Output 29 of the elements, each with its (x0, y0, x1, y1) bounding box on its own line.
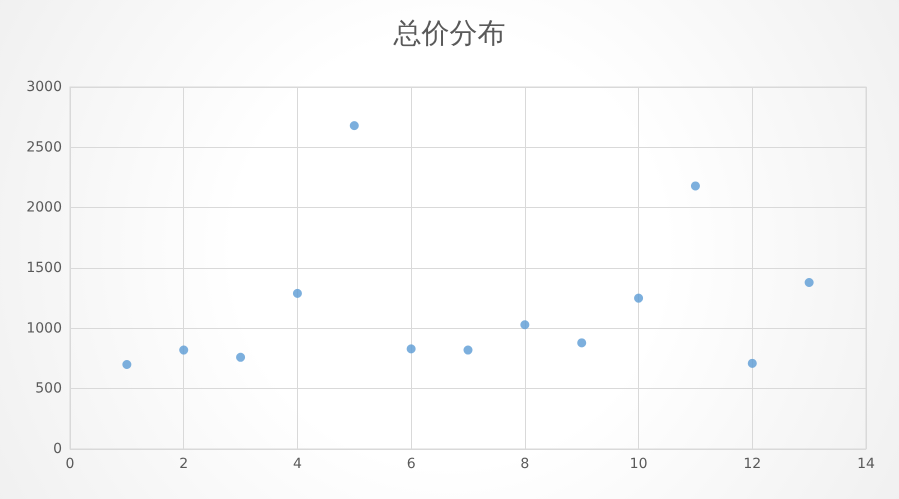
point (464, 346, 472, 355)
point (634, 294, 644, 303)
point (690, 181, 700, 190)
x-tick-label: 14 (857, 456, 875, 472)
point (406, 344, 416, 354)
x-tick-label: 2 (179, 456, 188, 472)
y-tick-label: 1500 (26, 260, 62, 276)
point (292, 288, 302, 298)
point (122, 360, 132, 370)
y-tick-label: 3000 (26, 79, 62, 95)
x-tick-label: 10 (630, 456, 648, 472)
point (236, 352, 246, 362)
point (804, 278, 814, 287)
x-tick-label: 8 (520, 456, 530, 472)
x-tick-label: 0 (66, 456, 74, 472)
point (748, 358, 757, 368)
point (577, 338, 586, 348)
point (520, 320, 530, 330)
point (350, 121, 359, 130)
y-tick-label: 0 (53, 441, 62, 457)
x-tick-label: 12 (743, 456, 762, 472)
y-tick-label: 2000 (26, 200, 62, 216)
x-tick-label: 4 (292, 456, 302, 472)
y-tick-label: 2500 (26, 139, 62, 156)
point (179, 346, 188, 355)
y-tick-label: 1000 (26, 320, 62, 336)
chart-title: 总价分布 (392, 16, 506, 50)
x-tick-label: 6 (406, 456, 416, 472)
y-tick-label: 500 (35, 380, 62, 397)
